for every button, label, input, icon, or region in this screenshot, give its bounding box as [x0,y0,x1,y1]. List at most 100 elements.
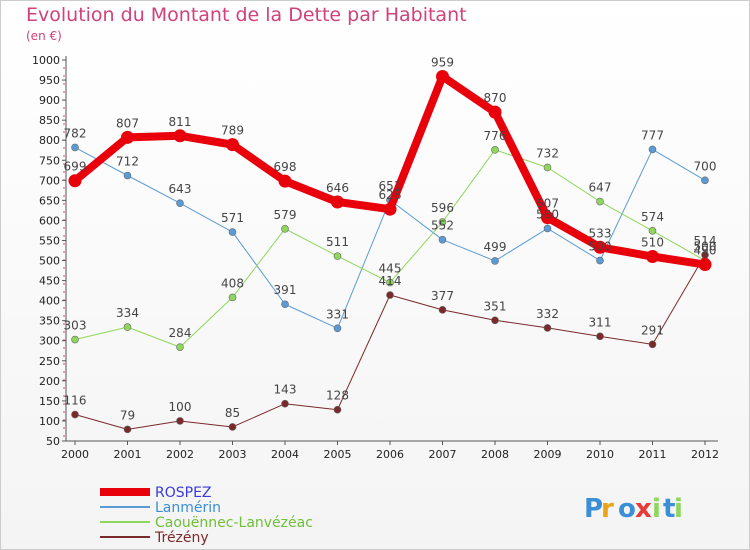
y-tick-label: 900 [39,94,60,107]
data-point [491,257,499,265]
y-tick-label: 950 [39,74,60,87]
data-label: 811 [169,115,192,129]
data-point [543,224,552,233]
y-tick-label: 650 [39,194,60,207]
y-tick-label: 100 [39,415,60,428]
data-label: 79 [120,408,135,422]
data-point [386,291,394,299]
data-point [648,227,657,235]
x-tick-label: 2002 [166,448,194,461]
logo-letter: t [663,494,675,524]
data-label: 490 [694,244,717,258]
y-tick-label: 250 [39,355,60,368]
data-point [176,199,184,207]
data-label: 116 [64,394,87,408]
x-tick-label: 2011 [639,448,667,461]
data-label: 291 [641,323,664,337]
data-label: 85 [225,406,240,420]
data-label: 499 [484,240,507,254]
data-label: 776 [484,129,507,143]
data-point [701,176,709,185]
y-tick-label: 350 [39,315,60,328]
data-label: 510 [641,236,664,250]
x-tick-label: 2008 [481,448,509,461]
y-tick-label: 1000 [32,54,60,67]
x-tick-label: 2007 [429,448,457,461]
data-point [68,174,82,188]
data-label: 414 [379,274,402,288]
data-label: 651 [379,179,402,193]
data-point [491,146,499,154]
data-point [333,252,342,260]
data-point [386,278,394,287]
data-label: 807 [116,116,139,130]
x-tick-label: 2004 [271,448,299,461]
y-tick-label: 300 [39,335,60,348]
data-label: 607 [536,197,559,211]
data-label: 777 [641,128,664,142]
y-tick-label: 400 [39,295,60,308]
data-point [331,195,344,209]
data-point [436,69,449,83]
data-label: 789 [221,124,244,138]
data-label: 351 [484,299,507,313]
data-point [228,228,237,236]
data-label: 500 [694,240,717,254]
data-point [438,218,447,226]
y-tick-label: 700 [39,174,60,187]
data-point [176,343,184,351]
data-label: 332 [536,307,559,321]
data-point [281,225,289,233]
x-tick-label: 2005 [324,448,352,461]
data-point [543,163,552,172]
x-tick-label: 2010 [586,448,614,461]
y-tick-label: 450 [39,275,60,288]
data-point [593,240,607,254]
logo-letter: o [618,494,636,524]
data-point [596,197,604,206]
data-point [646,250,659,264]
y-tick-label: 200 [39,375,60,388]
chart-title: Evolution du Montant de la Dette par Hab… [26,4,467,26]
logo-letter: i [674,494,683,524]
y-tick-label: 600 [39,214,60,227]
data-label: 500 [589,240,612,254]
x-tick-label: 2009 [534,448,562,461]
data-point [281,399,289,408]
x-tick-label: 2012 [691,448,719,461]
y-tick-label: 150 [39,395,60,408]
data-label: 514 [694,234,717,248]
data-point [121,130,134,144]
data-label: 712 [116,155,139,169]
data-point [488,105,502,119]
chart-unit-label: (en €) [26,29,62,43]
data-label: 643 [169,182,192,196]
data-label: 128 [326,389,349,403]
data-label: 628 [379,188,402,202]
data-label: 699 [64,160,87,174]
data-point [228,423,237,431]
y-tick-label: 750 [39,154,60,167]
data-label: 552 [431,219,454,233]
data-label: 782 [64,126,87,140]
data-point [596,256,604,265]
data-point [333,405,342,414]
data-label: 445 [379,262,402,276]
data-point [228,293,237,302]
data-point [383,202,397,216]
data-label: 100 [169,400,192,414]
data-point [438,235,447,244]
data-point [71,335,79,344]
data-point [176,417,184,425]
data-point [333,324,342,333]
y-tick-label: 800 [39,134,60,147]
data-point [123,323,132,331]
data-label: 334 [116,306,139,320]
data-label: 596 [431,201,454,215]
data-label: 580 [536,207,559,221]
data-point [491,316,499,325]
data-label: 377 [431,289,454,303]
x-tick-label: 2006 [376,448,404,461]
data-label: 870 [484,91,507,105]
data-label: 331 [326,307,349,321]
